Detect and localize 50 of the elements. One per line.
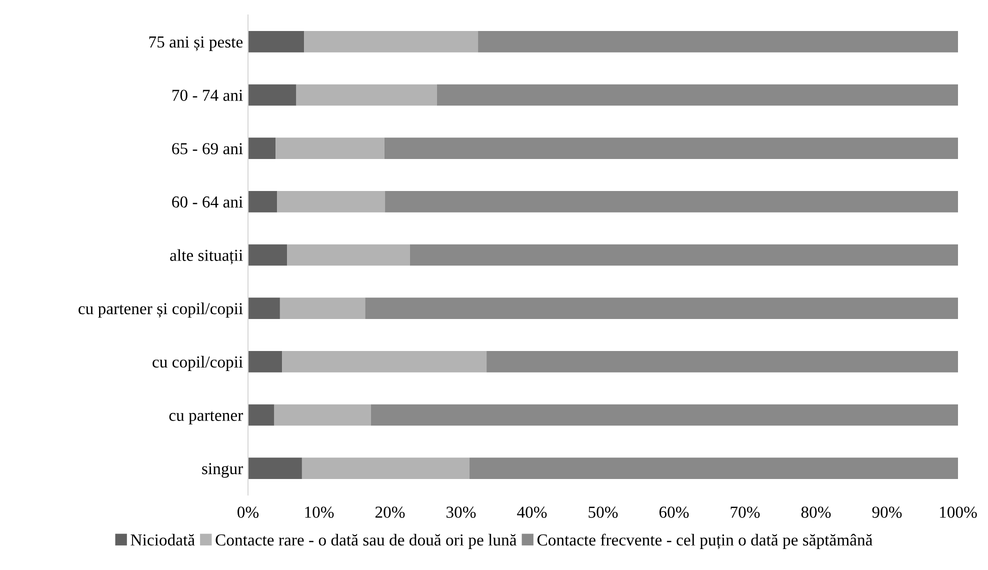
y-tick-label: 75 ani și peste xyxy=(149,36,243,51)
bar xyxy=(248,31,304,52)
bar xyxy=(248,458,302,479)
y-tick-label: 65 - 69 ani xyxy=(172,143,243,154)
legend-label: Contacte rare - o dată sau de două ori pe lună xyxy=(216,534,517,549)
bar xyxy=(486,351,958,372)
legend-label: Niciodată xyxy=(130,534,195,546)
bar xyxy=(248,84,296,106)
bar xyxy=(385,191,958,212)
bar xyxy=(470,458,958,479)
y-tick-label: alte situații xyxy=(170,249,243,264)
y-tick-label: 70 - 74 ani xyxy=(172,90,243,101)
bar xyxy=(248,191,278,212)
bar xyxy=(304,31,478,52)
y-tick-label: 60 - 64 ani xyxy=(172,196,243,208)
bar xyxy=(384,138,958,159)
bar xyxy=(282,351,487,372)
y-tick-label: singur xyxy=(202,463,243,478)
bar xyxy=(436,84,958,106)
x-tick-label: 90% xyxy=(872,506,902,518)
x-tick-label: 0% xyxy=(238,506,259,518)
bar xyxy=(248,138,276,159)
x-tick-label: 20% xyxy=(375,506,405,518)
legend-label: Contacte frecvente - cel puțin o dată pe săptămână xyxy=(537,534,873,549)
bar xyxy=(277,191,386,212)
x-tick-label: 60% xyxy=(659,506,689,518)
bar xyxy=(370,404,958,426)
bar xyxy=(287,244,410,266)
bar xyxy=(280,298,366,319)
bar xyxy=(365,298,958,319)
x-tick-label: 70% xyxy=(730,506,760,518)
x-tick-label: 80% xyxy=(801,506,831,518)
x-tick-label: 10% xyxy=(305,506,334,518)
bar xyxy=(302,458,470,479)
bar xyxy=(478,31,958,52)
y-tick-label: cu partener și copil/copii xyxy=(78,302,243,318)
bar xyxy=(248,244,288,266)
bar xyxy=(248,351,282,372)
y-tick-label: cu copil/copii xyxy=(152,356,243,371)
x-tick-label: 100% xyxy=(940,506,977,518)
bar xyxy=(410,244,958,266)
x-tick-label: 40% xyxy=(517,506,547,518)
x-tick-label: 50% xyxy=(588,506,618,518)
bar xyxy=(276,138,384,159)
y-tick-label: cu partener xyxy=(169,411,243,424)
bar xyxy=(248,298,280,319)
bar xyxy=(296,84,437,106)
bar xyxy=(248,404,274,426)
x-tick-label: 30% xyxy=(446,506,476,518)
bar xyxy=(274,404,371,426)
